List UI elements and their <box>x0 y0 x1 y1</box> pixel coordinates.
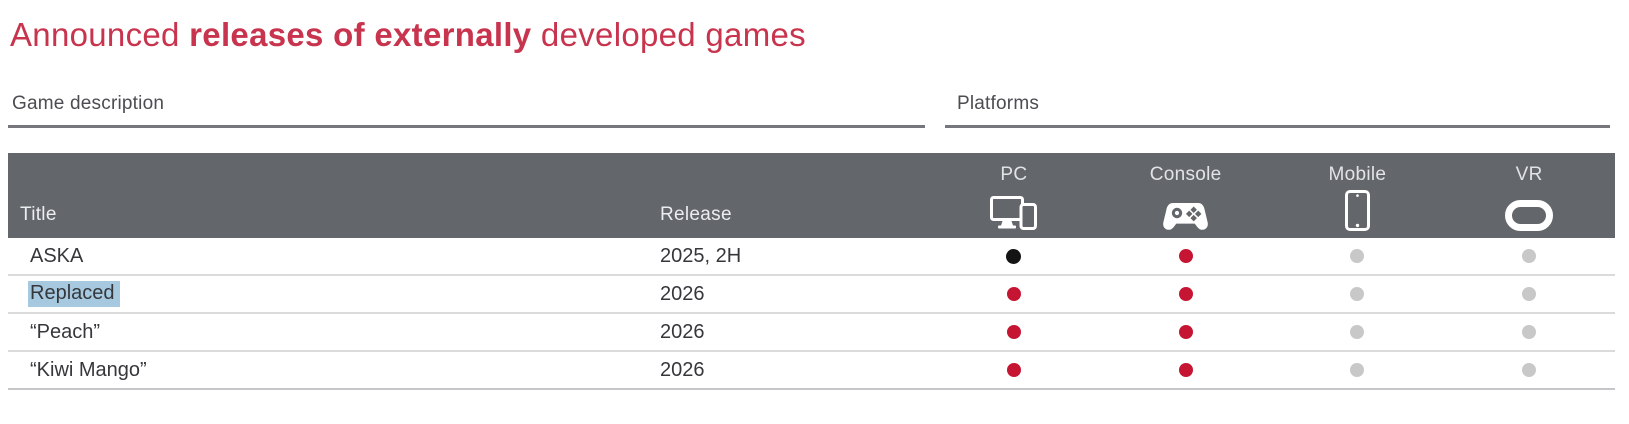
vr-availability-dot <box>1522 287 1537 301</box>
vr-availability-dot <box>1522 363 1537 377</box>
game-title: “Kiwi Mango” <box>30 358 147 381</box>
pc-availability-cell <box>928 314 1100 350</box>
pc-availability-dot <box>1006 363 1021 377</box>
console-availability-dot <box>1178 363 1193 377</box>
platforms-label: Platforms <box>957 93 1040 114</box>
page-title-bold: releases of externally <box>189 16 532 53</box>
vr-availability-dot <box>1522 249 1537 263</box>
console-availability-dot <box>1178 325 1193 339</box>
row-title-cell: “Kiwi Mango” <box>8 352 658 388</box>
row-release-cell: 2025, 2H <box>658 238 928 274</box>
vr-column-header: VR <box>1443 153 1615 238</box>
game-title: Replaced <box>28 281 120 307</box>
page-title: Announced releases of externally develop… <box>10 16 806 54</box>
console-availability-cell <box>1100 352 1272 388</box>
vr-availability-cell <box>1443 276 1615 312</box>
release-date: 2026 <box>660 358 705 381</box>
page-title-suffix: developed games <box>531 16 806 53</box>
console-column-label: Console <box>1149 164 1222 185</box>
pc-availability-cell <box>928 238 1100 274</box>
table-body: ASKA 2025, 2H Replaced 2026 “Peach” 2026… <box>8 238 1615 390</box>
mobile-column-label: Mobile <box>1328 164 1387 185</box>
pc-icon <box>990 196 1038 231</box>
console-availability-dot <box>1178 287 1193 301</box>
console-availability-cell <box>1100 276 1272 312</box>
row-title-cell: Replaced <box>8 276 658 312</box>
mobile-availability-dot <box>1350 249 1365 263</box>
pc-column-label: PC <box>1000 164 1028 185</box>
console-icon <box>1162 201 1209 231</box>
release-column-header: Release <box>660 204 732 225</box>
table-header-row: Title Release PC Console <box>8 153 1615 238</box>
table-row: ASKA 2025, 2H <box>8 238 1615 276</box>
mobile-column-header: Mobile <box>1272 153 1444 238</box>
game-title: “Peach” <box>30 320 101 343</box>
console-column-header: Console <box>1100 153 1272 238</box>
release-date: 2026 <box>660 282 705 305</box>
game-title: ASKA <box>30 244 84 267</box>
vr-availability-cell <box>1443 314 1615 350</box>
mobile-availability-dot <box>1350 325 1365 339</box>
pc-availability-dot <box>1006 287 1021 301</box>
vr-column-label: VR <box>1515 164 1543 185</box>
mobile-icon <box>1344 190 1370 231</box>
vr-availability-cell <box>1443 352 1615 388</box>
vr-availability-dot <box>1522 325 1537 339</box>
title-column-header: Title <box>20 204 57 225</box>
section-platforms: Platforms <box>945 93 1610 128</box>
table-row: Replaced 2026 <box>8 276 1615 314</box>
game-description-label: Game description <box>12 93 165 114</box>
vr-icon <box>1505 200 1554 231</box>
pc-availability-cell <box>928 352 1100 388</box>
mobile-availability-cell <box>1272 238 1444 274</box>
pc-column-header: PC <box>928 153 1100 238</box>
console-availability-cell <box>1100 314 1272 350</box>
mobile-availability-cell <box>1272 314 1444 350</box>
section-game-description: Game description <box>8 93 925 128</box>
section-headers: Game description Platforms <box>8 93 1610 128</box>
mobile-availability-dot <box>1350 287 1365 301</box>
row-release-cell: 2026 <box>658 352 928 388</box>
row-release-cell: 2026 <box>658 314 928 350</box>
releases-table: Title Release PC Console <box>8 153 1615 390</box>
table-row: “Kiwi Mango” 2026 <box>8 352 1615 390</box>
row-title-cell: ASKA <box>8 238 658 274</box>
page-title-prefix: Announced <box>10 16 190 53</box>
row-title-cell: “Peach” <box>8 314 658 350</box>
pc-availability-dot <box>1006 325 1021 339</box>
pc-availability-dot <box>1006 248 1022 264</box>
console-availability-cell <box>1100 238 1272 274</box>
release-date: 2026 <box>660 320 705 343</box>
mobile-availability-dot <box>1350 363 1365 377</box>
console-availability-dot <box>1178 249 1193 263</box>
row-release-cell: 2026 <box>658 276 928 312</box>
release-date: 2025, 2H <box>660 244 742 267</box>
mobile-availability-cell <box>1272 352 1444 388</box>
mobile-availability-cell <box>1272 276 1444 312</box>
vr-availability-cell <box>1443 238 1615 274</box>
table-row: “Peach” 2026 <box>8 314 1615 352</box>
pc-availability-cell <box>928 276 1100 312</box>
